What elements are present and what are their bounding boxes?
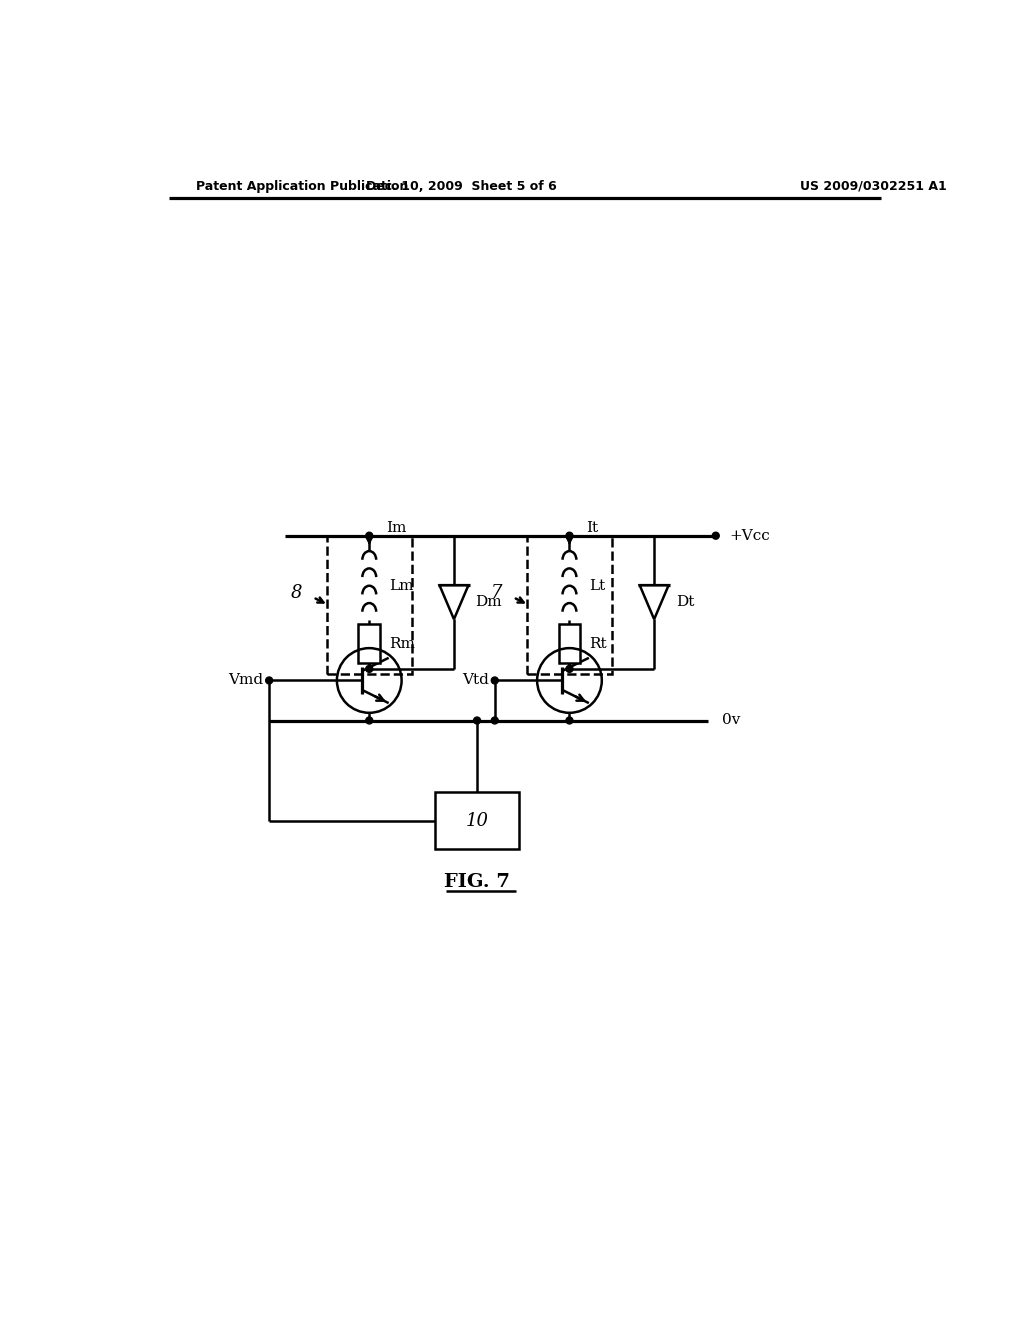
Circle shape [566, 532, 572, 539]
Text: Dec. 10, 2009  Sheet 5 of 6: Dec. 10, 2009 Sheet 5 of 6 [367, 180, 557, 193]
Text: Lt: Lt [590, 578, 606, 593]
Circle shape [566, 665, 572, 672]
Bar [527, 536, 611, 675]
Circle shape [492, 677, 499, 684]
Circle shape [566, 717, 572, 723]
Text: It: It [587, 521, 598, 535]
Circle shape [265, 677, 272, 684]
Text: Patent Application Publication: Patent Application Publication [196, 180, 409, 193]
Circle shape [473, 717, 480, 723]
Circle shape [492, 717, 499, 723]
Polygon shape [640, 585, 669, 619]
Text: Rt: Rt [590, 636, 607, 651]
Text: FIG. 7: FIG. 7 [444, 874, 510, 891]
Text: 0v: 0v [722, 714, 740, 727]
Text: Rm: Rm [389, 636, 415, 651]
Text: Dm: Dm [475, 595, 502, 610]
Bar [358, 624, 380, 663]
Text: Lm: Lm [389, 578, 414, 593]
Circle shape [713, 532, 719, 539]
Text: 10: 10 [466, 812, 488, 829]
Text: Vtd: Vtd [462, 673, 488, 688]
Text: Vmd: Vmd [228, 673, 263, 688]
Bar [435, 792, 519, 850]
Text: 7: 7 [490, 585, 502, 602]
Text: 8: 8 [291, 585, 302, 602]
Bar [559, 624, 581, 663]
Text: Im: Im [386, 521, 407, 535]
Circle shape [366, 532, 373, 539]
Circle shape [366, 665, 373, 672]
Text: Dt: Dt [676, 595, 694, 610]
Circle shape [366, 717, 373, 723]
Bar [327, 536, 412, 675]
Polygon shape [439, 585, 468, 619]
Text: +Vcc: +Vcc [730, 529, 770, 543]
Text: US 2009/0302251 A1: US 2009/0302251 A1 [801, 180, 947, 193]
